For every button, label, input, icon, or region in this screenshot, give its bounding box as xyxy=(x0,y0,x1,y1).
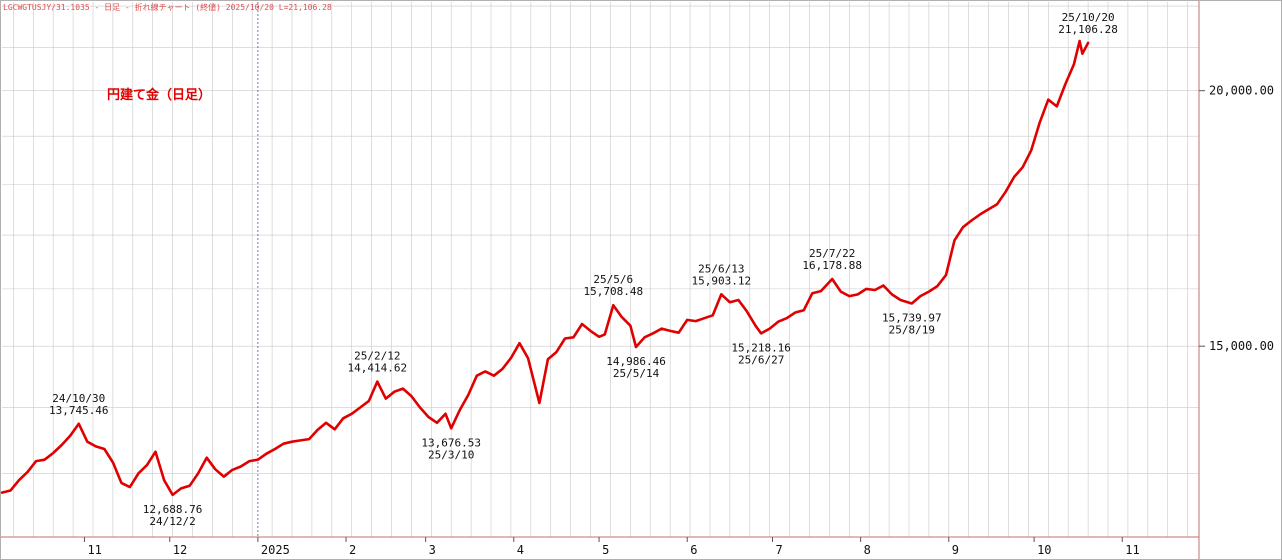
x-tick-label: 7 xyxy=(776,543,783,557)
annotation-label: 25/6/13 xyxy=(698,262,744,275)
x-tick-label: 10 xyxy=(1037,543,1051,557)
annotation-label: 25/6/27 xyxy=(738,353,784,366)
x-tick-label: 2025 xyxy=(261,543,290,557)
x-axis: 11 12 2025 2 3 4 5 6 7 8 9 10 11 xyxy=(83,537,1140,557)
annotation-label: 25/7/22 xyxy=(809,247,855,260)
annotation-label: 14,986.46 xyxy=(606,355,666,368)
series-layer xyxy=(0,39,1090,497)
annotation-label: 15,903.12 xyxy=(692,274,752,287)
x-tick-label: 8 xyxy=(864,543,871,557)
annotation-label: 25/8/19 xyxy=(889,323,935,336)
x-tick-label: 2 xyxy=(349,543,356,557)
x-tick-label: 6 xyxy=(690,543,697,557)
x-tick-label: 5 xyxy=(602,543,609,557)
annotation-label: 15,218.16 xyxy=(731,341,791,354)
annotation-label: 25/5/6 xyxy=(593,273,633,286)
grid xyxy=(2,2,1199,537)
x-tick-label: 9 xyxy=(952,543,959,557)
annotation-label: 12,688.76 xyxy=(143,503,203,516)
annotation-label: 25/2/12 xyxy=(354,350,400,363)
y-axis: 15,000.00 20,000.00 xyxy=(1199,84,1274,353)
series-line xyxy=(0,39,1090,497)
annotation-label: 15,708.48 xyxy=(583,285,643,298)
x-tick-label: 11 xyxy=(87,543,101,557)
annotation-label: 16,178.88 xyxy=(802,259,862,272)
x-tick-label: 4 xyxy=(517,543,524,557)
annotation-label: 13,745.46 xyxy=(49,404,109,417)
y-tick-label: 20,000.00 xyxy=(1209,84,1274,98)
data-annotation: 25/5/615,708.48 xyxy=(583,273,643,298)
annotation-label: 25/5/14 xyxy=(613,367,660,380)
annotation-label: 21,106.28 xyxy=(1058,23,1118,36)
annotation-label: 24/12/2 xyxy=(149,515,195,528)
x-tick-label: 11 xyxy=(1125,543,1139,557)
chart-header: LGCWGTUSJY/31.1035 - 日足 - 折れ線チャート (終値) 2… xyxy=(3,2,332,12)
x-tick-label: 12 xyxy=(173,543,187,557)
annotation-label: 14,414.62 xyxy=(348,362,408,375)
y-tick-label: 15,000.00 xyxy=(1209,339,1274,353)
annotation-label: 13,676.53 xyxy=(421,436,481,449)
annotation-label: 24/10/30 xyxy=(52,392,105,405)
x-tick-label: 3 xyxy=(429,543,436,557)
annotation-label: 25/10/20 xyxy=(1062,11,1115,24)
annotation-label: 15,739.97 xyxy=(882,311,942,324)
chart-title: 円建て金（日足） xyxy=(107,87,211,103)
annotation-label: 25/3/10 xyxy=(428,448,474,461)
